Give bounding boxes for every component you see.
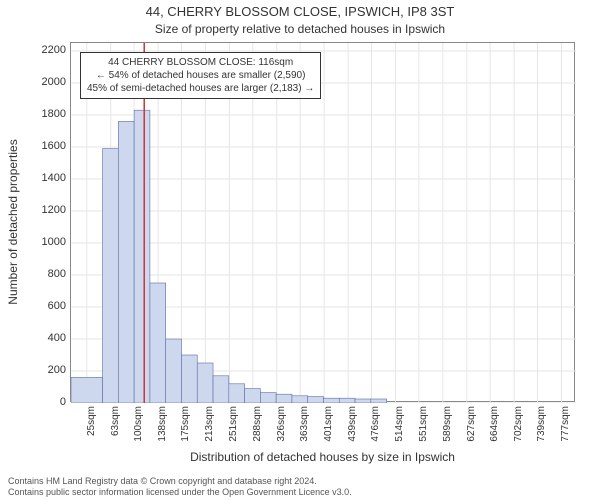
footer-attribution: Contains HM Land Registry data © Crown c…: [8, 476, 592, 498]
chart-root: 44, CHERRY BLOSSOM CLOSE, IPSWICH, IP8 3…: [0, 0, 600, 500]
footer-line-1: Contains HM Land Registry data © Crown c…: [8, 476, 592, 487]
x-tick-label: 175sqm: [180, 406, 191, 446]
y-tick-label: 2200: [6, 44, 66, 56]
property-infobox: 44 CHERRY BLOSSOM CLOSE: 116sqm ← 54% of…: [80, 52, 321, 99]
y-tick-label: 800: [6, 268, 66, 280]
x-tick-label: 777sqm: [560, 406, 571, 446]
infobox-line-1: 44 CHERRY BLOSSOM CLOSE: 116sqm: [87, 56, 314, 69]
y-tick-label: 2000: [6, 76, 66, 88]
x-tick-label: 514sqm: [394, 406, 405, 446]
x-axis-label: Distribution of detached houses by size …: [70, 450, 575, 464]
x-tick-label: 288sqm: [252, 406, 263, 446]
x-tick-label: 213sqm: [204, 406, 215, 446]
y-tick-label: 1000: [6, 236, 66, 248]
chart-subtitle: Size of property relative to detached ho…: [0, 22, 600, 36]
x-tick-label: 589sqm: [442, 406, 453, 446]
x-tick-label: 739sqm: [536, 406, 547, 446]
y-tick-label: 1200: [6, 204, 66, 216]
x-tick-label: 401sqm: [323, 406, 334, 446]
y-tick-label: 1400: [6, 172, 66, 184]
y-tick-label: 1800: [6, 108, 66, 120]
y-axis-label: Number of detached properties: [6, 42, 26, 402]
x-tick-label: 551sqm: [418, 406, 429, 446]
x-tick-label: 251sqm: [228, 406, 239, 446]
x-tick-label: 664sqm: [489, 406, 500, 446]
x-tick-label: 63sqm: [110, 406, 121, 446]
x-tick-label: 627sqm: [466, 406, 477, 446]
y-tick-label: 200: [6, 364, 66, 376]
x-tick-label: 138sqm: [157, 406, 168, 446]
y-tick-label: 600: [6, 300, 66, 312]
infobox-line-2: ← 54% of detached houses are smaller (2,…: [87, 69, 314, 82]
chart-title: 44, CHERRY BLOSSOM CLOSE, IPSWICH, IP8 3…: [0, 4, 600, 19]
footer-line-2: Contains public sector information licen…: [8, 487, 592, 498]
y-tick-label: 0: [6, 396, 66, 408]
y-tick-label: 400: [6, 332, 66, 344]
y-tick-label: 1600: [6, 140, 66, 152]
x-tick-label: 439sqm: [347, 406, 358, 446]
x-tick-label: 100sqm: [133, 406, 144, 446]
x-tick-label: 702sqm: [513, 406, 524, 446]
x-tick-label: 326sqm: [276, 406, 287, 446]
x-tick-label: 476sqm: [370, 406, 381, 446]
x-tick-label: 363sqm: [299, 406, 310, 446]
x-tick-label: 25sqm: [86, 406, 97, 446]
infobox-line-3: 45% of semi-detached houses are larger (…: [87, 82, 314, 95]
